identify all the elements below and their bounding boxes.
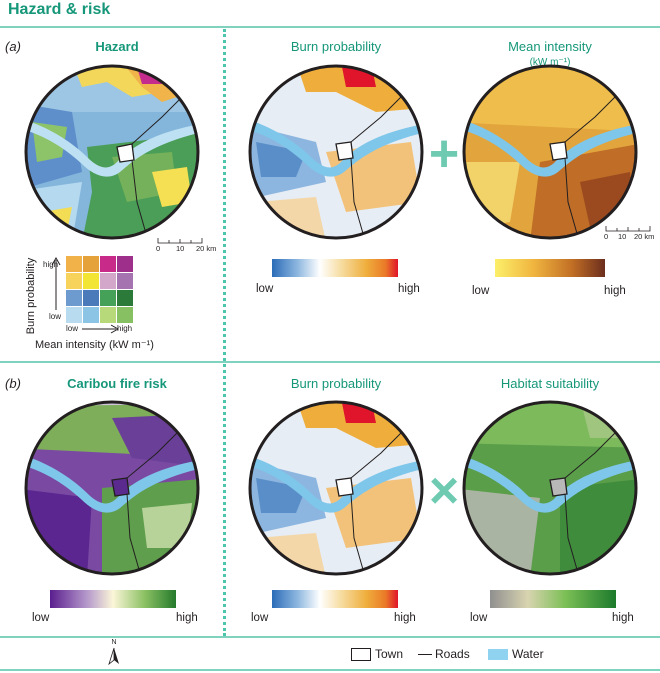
- bivariate-x-high: high: [117, 324, 133, 333]
- intensity-low-label: low: [472, 285, 490, 297]
- panel-b-label: (b): [5, 376, 21, 391]
- hazard-map: [24, 64, 200, 240]
- water-swatch-icon: [488, 648, 508, 660]
- caribou-fire-risk-map: [24, 400, 200, 576]
- bivariate-cell: [83, 307, 99, 323]
- burn-low-label-b: low: [251, 612, 269, 624]
- habitat-suitability-title: Habitat suitability: [500, 376, 600, 391]
- mean-intensity-colorbar: [495, 259, 605, 277]
- bivariate-cell: [66, 307, 82, 323]
- burn-probability-colorbar-b: [272, 590, 398, 608]
- page-title: Hazard & risk: [8, 1, 111, 18]
- bivariate-cell: [83, 256, 99, 272]
- road-line-icon: [418, 653, 432, 655]
- north-arrow-icon: [108, 647, 119, 666]
- scale-bar-hazard: 0 10 20 km: [156, 237, 216, 255]
- north-arrow: N: [107, 639, 121, 667]
- risk-high-label: high: [176, 612, 198, 624]
- legend-roads-label: Roads: [435, 647, 470, 661]
- burn-high-label-a: high: [398, 283, 420, 295]
- burn-high-label-b: high: [394, 612, 416, 624]
- bivariate-cell: [117, 273, 133, 289]
- bivariate-y-axis-label: Burn probability: [25, 257, 37, 335]
- bivariate-x-low: low: [66, 324, 79, 333]
- top-rule: [0, 26, 660, 28]
- bivariate-cell: [83, 290, 99, 306]
- burn-probability-title-a: Burn probability: [290, 39, 382, 54]
- habitat-high-label: high: [612, 612, 634, 624]
- bivariate-cell: [66, 273, 82, 289]
- bottom-rule: [0, 636, 660, 638]
- times-operator: ×: [428, 462, 460, 520]
- mean-intensity-map: [462, 64, 638, 240]
- bivariate-cell: [100, 273, 116, 289]
- middle-rule: [0, 361, 660, 363]
- bivariate-cell: [100, 290, 116, 306]
- bivariate-cell: [83, 273, 99, 289]
- mean-intensity-units: (kW m⁻¹): [529, 57, 571, 68]
- bivariate-cell: [117, 256, 133, 272]
- burn-probability-colorbar-a: [272, 259, 398, 277]
- habitat-low-label: low: [470, 612, 488, 624]
- footer-rule: [0, 669, 660, 671]
- caribou-risk-colorbar: [50, 590, 176, 608]
- panel-a-label: (a): [5, 39, 21, 54]
- burn-probability-map-a: [248, 64, 424, 240]
- column-divider: [223, 29, 226, 636]
- legend-water: Water: [488, 647, 544, 661]
- scale-bar-intensity: 0 10 20 km: [604, 225, 660, 243]
- legend-water-label: Water: [512, 647, 544, 661]
- bivariate-cell: [117, 290, 133, 306]
- bivariate-x-axis-label: Mean intensity (kW m⁻¹): [35, 339, 154, 351]
- legend-roads: Roads: [418, 647, 470, 661]
- hazard-title: Hazard: [95, 39, 139, 54]
- north-label: N: [111, 639, 117, 646]
- bivariate-cell: [66, 256, 82, 272]
- habitat-colorbar: [490, 590, 616, 608]
- legend-town: Town: [351, 647, 403, 661]
- habitat-suitability-map: [462, 400, 638, 576]
- caribou-fire-risk-title: Caribou fire risk: [67, 376, 167, 391]
- bivariate-legend: Burn probability high low low high Mean …: [25, 252, 215, 357]
- legend-town-label: Town: [375, 647, 404, 661]
- burn-low-label-a: low: [256, 283, 274, 295]
- bivariate-y-low: low: [49, 312, 62, 321]
- bivariate-cell: [100, 307, 116, 323]
- town-swatch-icon: [351, 647, 371, 661]
- mean-intensity-title: Mean intensity: [508, 39, 592, 54]
- bivariate-cell: [100, 256, 116, 272]
- bivariate-grid: [66, 256, 134, 324]
- burn-probability-title-b: Burn probability: [290, 376, 382, 391]
- intensity-high-label: high: [604, 285, 626, 297]
- bivariate-cell: [117, 307, 133, 323]
- bivariate-cell: [66, 290, 82, 306]
- bivariate-x-arrow: [82, 324, 120, 334]
- bivariate-y-high: high: [43, 260, 59, 269]
- burn-probability-map-b: [248, 400, 424, 576]
- bivariate-y-arrow: [51, 256, 61, 310]
- plus-operator: +: [428, 125, 460, 183]
- risk-low-label: low: [32, 612, 50, 624]
